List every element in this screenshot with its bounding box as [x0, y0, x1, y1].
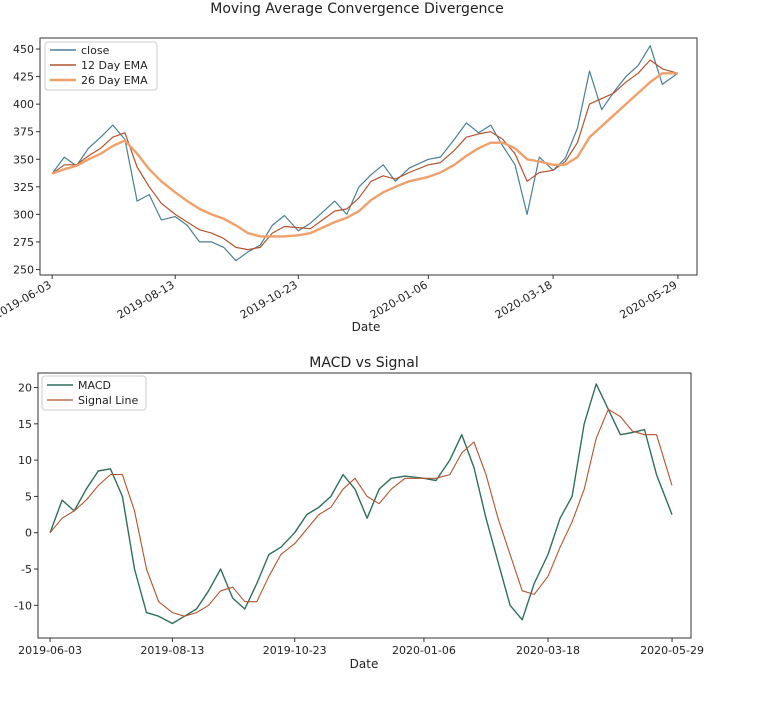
y-tick-label: 325 — [13, 181, 34, 194]
x-tick-label: 2019-06-03 — [18, 644, 82, 657]
y-tick-label: 350 — [13, 153, 34, 166]
series-lines — [51, 45, 679, 262]
x-tick-label: 2020-03-18 — [516, 644, 580, 657]
legend-label-signal-line: Signal Line — [78, 394, 138, 407]
legend-box — [44, 41, 158, 91]
x-axis-label: Date — [350, 657, 379, 671]
legend-label-12-day-ema: 12 Day EMA — [81, 59, 148, 72]
series-line-macd — [49, 383, 673, 625]
price-ema-chart: Moving Average Convergence Divergence 25… — [0, 1, 698, 334]
y-axis: 250 275 300 325 350 375 400 425 450 — [13, 43, 40, 276]
y-tick-label: 450 — [13, 43, 34, 56]
y-tick-label: -10 — [14, 599, 32, 612]
y-tick-label: 250 — [13, 263, 34, 276]
x-tick-label: 2020-05-29 — [640, 644, 704, 657]
y-tick-label: 275 — [13, 236, 34, 249]
y-tick-label: 20 — [18, 382, 32, 395]
y-tick-label: 300 — [13, 208, 34, 221]
legend-label-26-day-ema: 26 Day EMA — [81, 74, 148, 87]
series-line-close — [51, 45, 679, 262]
x-tick-label: 2019-08-13 — [140, 644, 204, 657]
y-tick-label: 0 — [25, 527, 32, 540]
y-axis: -10 -5 0 5 10 15 20 — [14, 382, 38, 612]
x-tick-label: 2020-01-06 — [368, 278, 430, 321]
chart-title: MACD vs Signal — [309, 355, 418, 371]
y-tick-label: 5 — [25, 490, 32, 503]
y-tick-label: 15 — [18, 418, 32, 431]
plot-area-frame — [37, 372, 692, 639]
x-tick-label: 2020-01-06 — [392, 644, 456, 657]
chart-title: Moving Average Convergence Divergence — [210, 1, 504, 17]
legend-label-close: close — [81, 44, 110, 57]
legend-label-macd: MACD — [78, 379, 111, 392]
y-tick-label: 375 — [13, 126, 34, 139]
y-tick-label: 425 — [13, 71, 34, 84]
y-tick-label: 10 — [18, 454, 32, 467]
x-tick-label: 2020-05-29 — [618, 278, 680, 321]
x-tick-label: 2019-10-23 — [263, 644, 327, 657]
y-tick-label: 400 — [13, 98, 34, 111]
x-axis-label: Date — [352, 320, 381, 334]
legend: close 12 Day EMA 26 Day EMA — [44, 41, 158, 91]
x-axis: 2019-06-03 2019-08-13 2019-10-23 2020-01-06… — [18, 638, 704, 657]
x-tick-label: 2019-10-23 — [238, 278, 300, 321]
series-line-26-day-ema — [51, 72, 678, 238]
series-lines — [49, 383, 673, 625]
series-line-12-day-ema — [51, 59, 679, 251]
y-tick-label: -5 — [21, 563, 32, 576]
x-tick-label: 2019-06-03 — [0, 278, 54, 321]
series-line-signal-line — [49, 408, 673, 617]
x-tick-label: 2019-08-13 — [115, 278, 177, 321]
x-axis: 2019-06-03 2019-08-13 2019-10-23 2020-01-06… — [0, 275, 679, 322]
x-tick-label: 2020-03-18 — [493, 278, 555, 321]
legend: MACD Signal Line — [41, 375, 147, 411]
